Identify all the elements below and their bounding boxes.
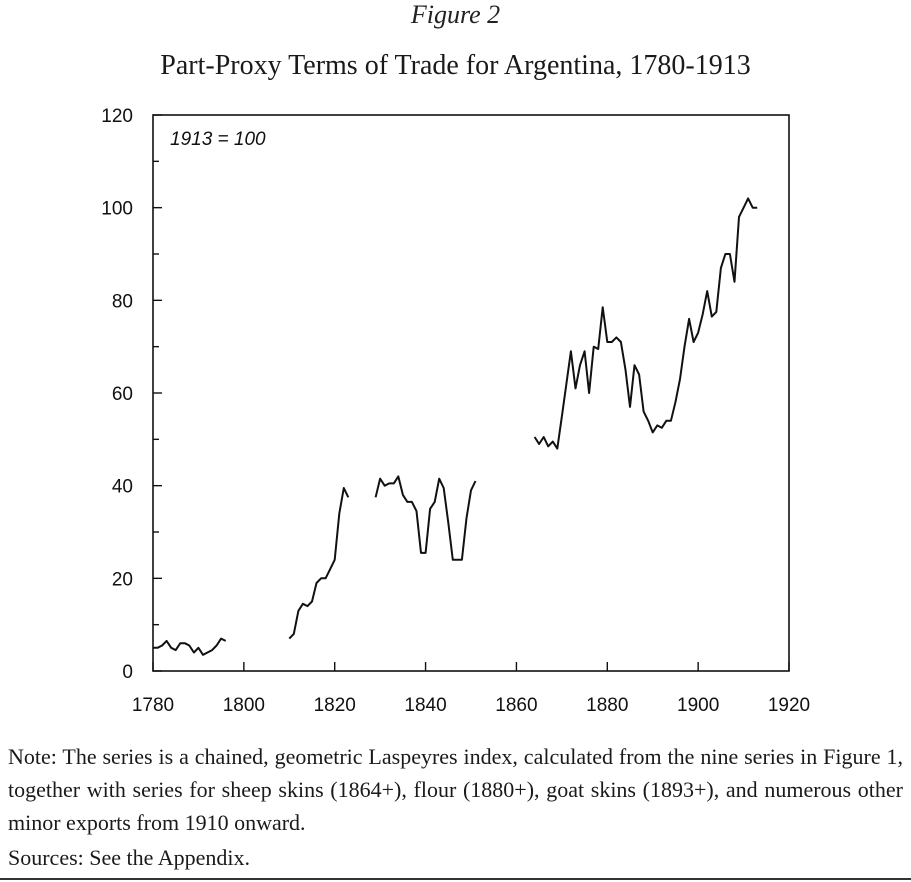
y-tick-label: 100 [101, 199, 133, 220]
y-tick-label: 60 [112, 384, 133, 405]
chart-title: Part-Proxy Terms of Trade for Argentina,… [160, 50, 751, 81]
chart-note: Note: The series is a chained, geometric… [8, 744, 903, 835]
x-axis: 1780 1800 1820 1840 1860 1880 1900 1920 [132, 662, 810, 716]
x-tick-label: 1920 [768, 695, 810, 716]
x-tick-label: 1880 [586, 695, 628, 716]
y-tick-label: 40 [112, 477, 133, 498]
series-line-segment [288, 487, 350, 640]
x-tick-label: 1800 [223, 695, 265, 716]
chart-sources: Sources: See the Appendix. [8, 845, 250, 870]
base-year-annotation: 1913 = 100 [170, 129, 266, 150]
x-tick-label: 1900 [677, 695, 719, 716]
x-tick-label: 1840 [404, 695, 446, 716]
plot-area: 0 20 40 60 80 100 120 1780 1800 1820 1840 1860 1880… [101, 106, 810, 716]
bottom-rule [0, 878, 911, 880]
y-axis: 0 20 40 60 80 100 120 [101, 106, 162, 683]
y-tick-label: 0 [122, 662, 133, 683]
figure-label: Figure 2 [410, 0, 501, 29]
series-line-segment [533, 197, 758, 450]
series-line-segment [374, 475, 477, 561]
chart: 0 20 40 60 80 100 120 1780 1800 1820 1840 1860 1880… [101, 106, 810, 716]
series-line-segment [153, 637, 227, 656]
x-tick-label: 1860 [495, 695, 537, 716]
y-tick-label: 120 [101, 106, 133, 127]
y-tick-label: 80 [112, 291, 133, 312]
x-tick-label: 1820 [314, 695, 356, 716]
y-tick-label: 20 [112, 569, 133, 590]
plot-frame [152, 114, 790, 672]
x-tick-label: 1780 [132, 695, 174, 716]
series [153, 197, 758, 656]
